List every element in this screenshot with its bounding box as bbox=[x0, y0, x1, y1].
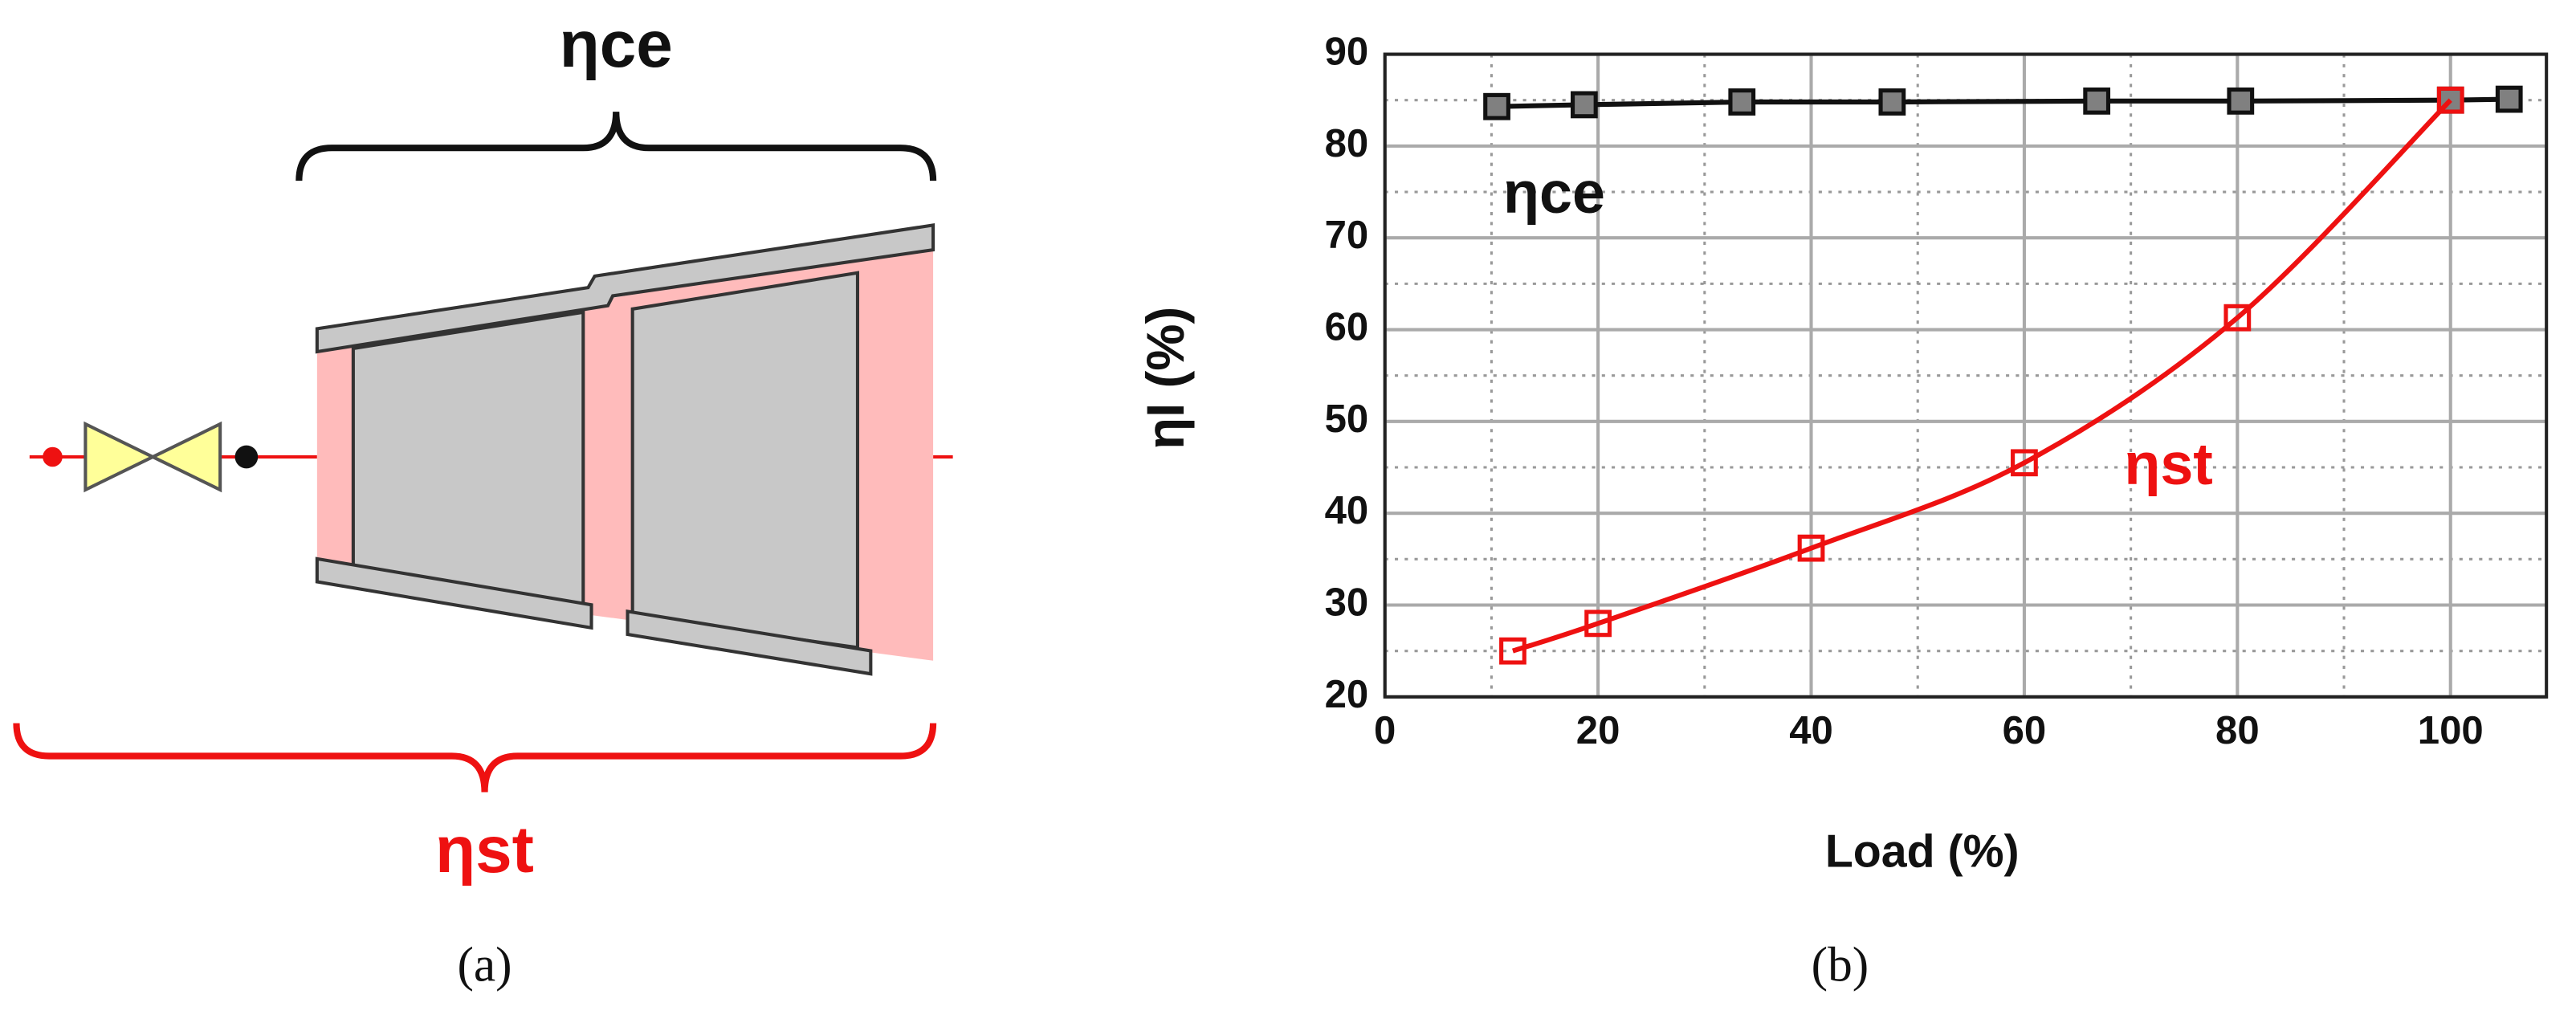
series-label: ηce bbox=[1503, 159, 1605, 226]
marker bbox=[2495, 85, 2523, 113]
casing bbox=[315, 223, 935, 354]
blade-row bbox=[630, 271, 860, 650]
y-tick-label: 40 bbox=[1325, 489, 1369, 532]
y-tick-label: 70 bbox=[1325, 214, 1369, 257]
y-tick-label: 30 bbox=[1325, 581, 1369, 624]
marker bbox=[1584, 609, 1612, 638]
marker bbox=[2083, 87, 2111, 115]
y-tick-label: 80 bbox=[1325, 122, 1369, 165]
marker bbox=[1797, 534, 1825, 562]
rotor bbox=[626, 609, 873, 676]
chart: (b) Load (%) ηI (%) 0 20 40 60 80 10020304050… bbox=[1136, 31, 2549, 993]
x-tick-label: 20 bbox=[1576, 709, 1620, 752]
x-tick-label: 60 bbox=[2003, 709, 2047, 752]
x-tick-label: 80 bbox=[2215, 709, 2260, 752]
marker bbox=[2223, 304, 2252, 332]
marker bbox=[1878, 88, 1906, 116]
y-tick-label: 90 bbox=[1325, 31, 1369, 74]
series-line bbox=[1496, 96, 2509, 109]
valve bbox=[149, 421, 222, 493]
valve-node bbox=[234, 445, 259, 469]
series-label: ηst bbox=[2124, 430, 2212, 497]
series-line bbox=[1512, 98, 2452, 654]
bottom-label: ηst bbox=[435, 813, 534, 887]
marker bbox=[1570, 91, 1598, 119]
y-axis-label: ηI (%) bbox=[1136, 307, 1195, 450]
x-tick-label: 0 bbox=[1374, 709, 1396, 752]
plot-frame bbox=[1383, 52, 2549, 699]
marker bbox=[2227, 87, 2255, 115]
caption: (b) bbox=[1812, 938, 1869, 993]
marker bbox=[1483, 92, 1510, 120]
blade-row bbox=[351, 310, 585, 607]
marker bbox=[2436, 86, 2464, 114]
diagram: ηce ηst (a) bbox=[13, 8, 953, 993]
marker bbox=[1728, 88, 1756, 116]
x-tick-label: 40 bbox=[1789, 709, 1833, 752]
brace-bottom bbox=[13, 723, 937, 793]
brace-top bbox=[296, 112, 937, 181]
x-axis-label: Load (%) bbox=[1825, 825, 2020, 877]
top-label: ηce bbox=[560, 8, 673, 81]
inlet-node bbox=[43, 446, 63, 467]
marker bbox=[2011, 449, 2038, 477]
rotor bbox=[315, 556, 593, 630]
y-tick-label: 60 bbox=[1325, 305, 1369, 348]
y-tick-label: 20 bbox=[1325, 673, 1369, 716]
y-tick-label: 50 bbox=[1325, 397, 1369, 441]
valve bbox=[84, 421, 157, 493]
marker bbox=[1499, 637, 1526, 665]
x-tick-label: 100 bbox=[2418, 709, 2484, 752]
caption: (a) bbox=[457, 938, 512, 993]
